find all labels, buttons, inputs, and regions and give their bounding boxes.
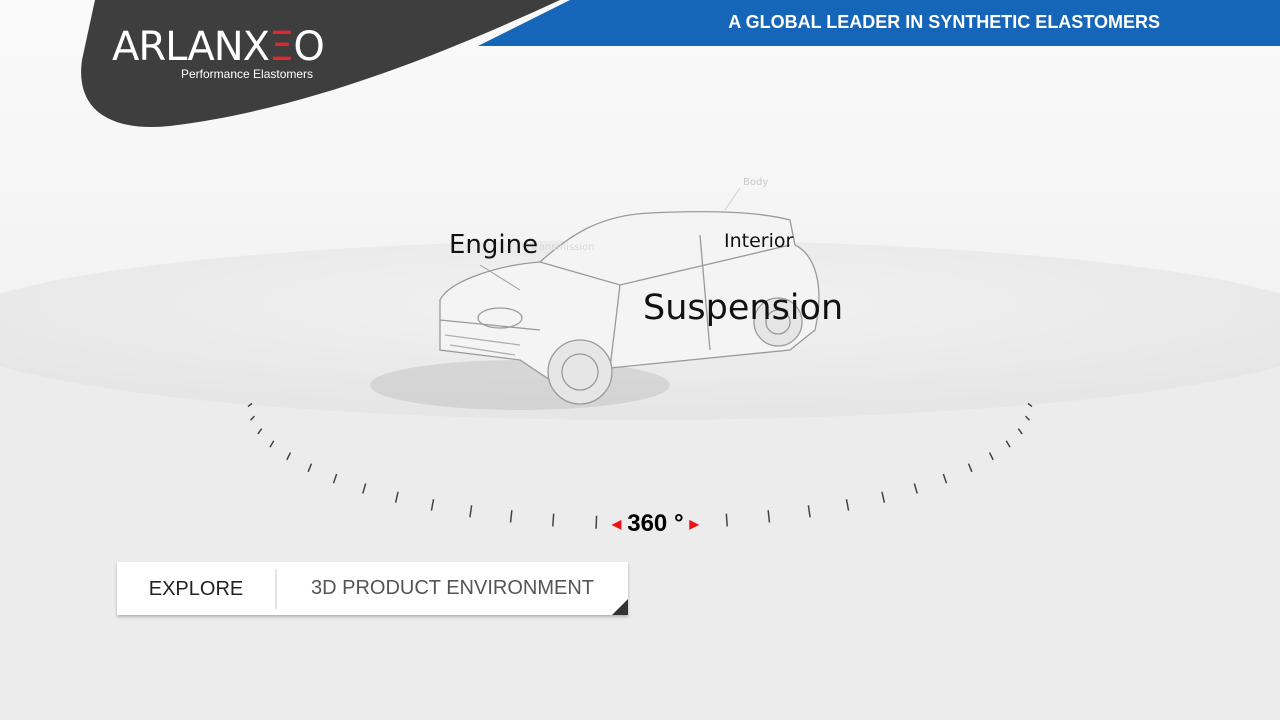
- dial-tick: [362, 483, 367, 494]
- rotation-dial-ticks: [247, 402, 1033, 529]
- dial-tick: [307, 463, 313, 473]
- dial-tick: [249, 415, 255, 421]
- hotspot-transmission[interactable]: Transmission: [530, 242, 595, 253]
- dial-tick: [913, 483, 918, 494]
- dial-tick: [1005, 440, 1011, 448]
- dial-tick: [942, 473, 948, 484]
- dial-tick: [845, 499, 850, 511]
- hotspot-suspension[interactable]: Suspension: [643, 288, 844, 328]
- dial-tick: [509, 510, 513, 523]
- dial-tick: [332, 473, 338, 484]
- dial-tick: [257, 428, 263, 435]
- explore-panel: EXPLORE 3D PRODUCT ENVIRONMENT: [117, 562, 628, 615]
- hotspot-body[interactable]: Body: [743, 177, 769, 188]
- car-wireframe: [370, 211, 820, 410]
- logo-tagline: Performance Elastomers: [181, 67, 314, 81]
- dial-tick: [967, 463, 973, 473]
- dial-tick: [430, 499, 435, 511]
- hotspot-engine[interactable]: Engine: [449, 230, 539, 260]
- product-environment-label[interactable]: 3D PRODUCT ENVIRONMENT: [311, 577, 594, 599]
- logo-swoosh: [81, 0, 561, 127]
- dial-tick: [269, 440, 275, 448]
- dial-tick: [286, 452, 292, 461]
- dial-tick: [1027, 402, 1033, 408]
- arrow-right-icon[interactable]: ▶: [689, 517, 699, 531]
- dial-tick: [469, 505, 473, 518]
- explore-button[interactable]: EXPLORE: [117, 568, 277, 609]
- dial-tick: [767, 510, 771, 523]
- header-banner-text: A GLOBAL LEADER IN SYNTHETIC ELASTOMERS: [728, 12, 1160, 32]
- dial-tick: [247, 402, 253, 408]
- dial-tick: [881, 491, 886, 503]
- rotation-degrees: 360 °: [627, 510, 684, 537]
- panel-corner-icon: [612, 599, 628, 615]
- dial-tick: [394, 491, 399, 503]
- hotspot-interior[interactable]: Interior: [724, 230, 794, 252]
- logo: ARLANXΞO: [112, 24, 325, 70]
- dial-tick: [552, 513, 555, 527]
- arrow-left-icon[interactable]: ◀: [612, 517, 622, 531]
- header-banner: [478, 0, 1280, 46]
- dial-tick: [988, 452, 994, 461]
- dial-tick: [1025, 415, 1031, 421]
- dial-tick: [807, 505, 811, 518]
- dial-tick: [725, 513, 728, 527]
- rotation-control[interactable]: ◀ 360 ° ▶: [612, 510, 699, 538]
- dial-tick: [1017, 428, 1023, 435]
